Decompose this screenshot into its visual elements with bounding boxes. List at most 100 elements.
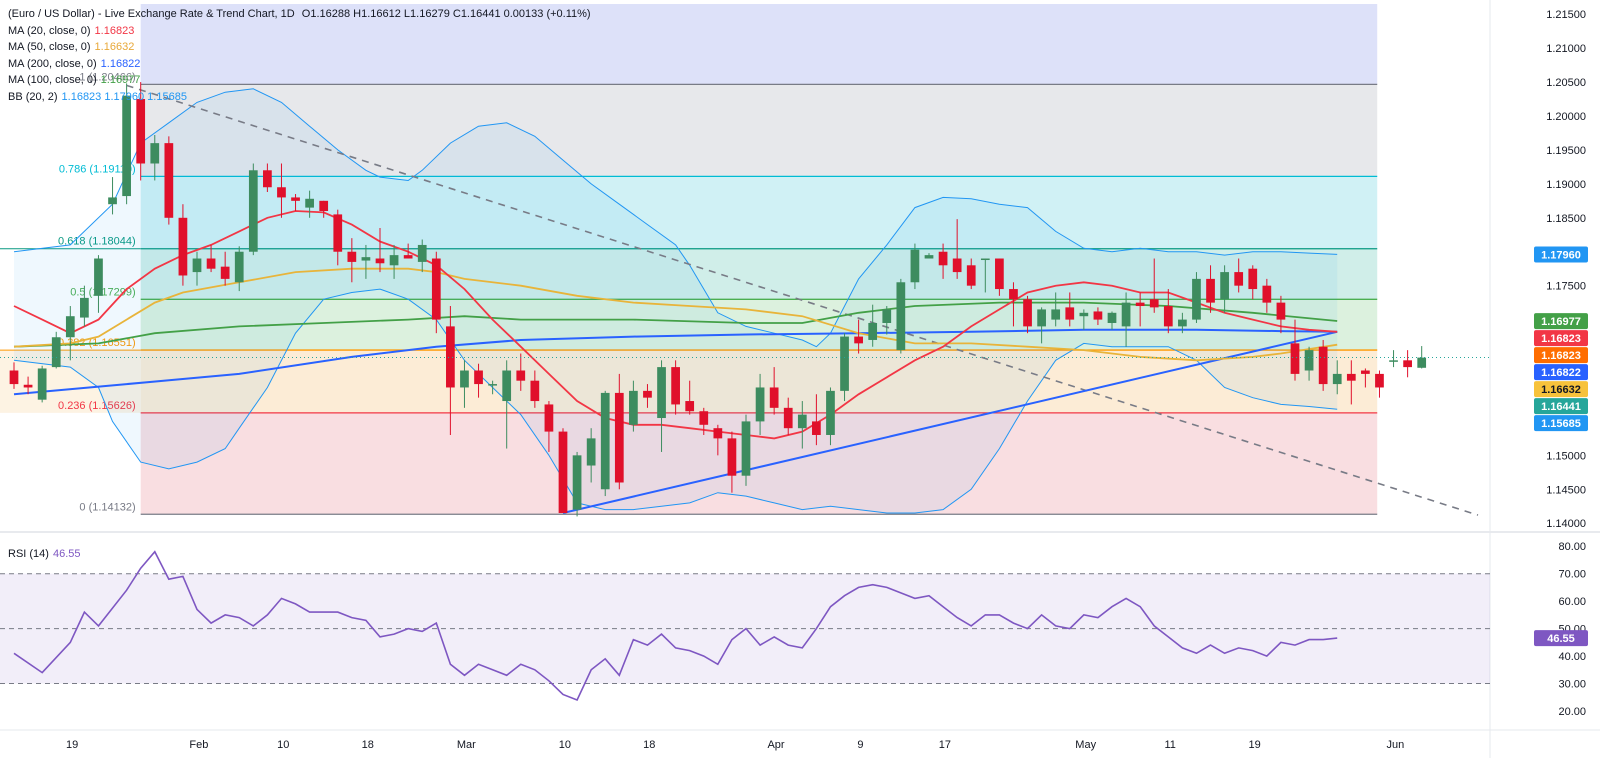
legend-ma100[interactable]: MA (100, close, 0) 1.16977 [8, 72, 591, 89]
candle [741, 414, 751, 486]
candle-body [980, 258, 990, 261]
candle-body [446, 326, 455, 388]
legend-value: 1.16977 [100, 74, 141, 86]
candle-body [952, 258, 962, 273]
candle [1051, 292, 1061, 327]
price-tick-label: 1.18500 [1546, 213, 1586, 225]
candle-body [1304, 350, 1314, 371]
rsi-badge [1534, 630, 1588, 647]
downtrend-line [126, 84, 1479, 516]
candle-body [94, 258, 103, 296]
candle [1290, 319, 1300, 381]
candle [685, 380, 695, 415]
candle-body [1192, 278, 1201, 320]
candle [1009, 282, 1018, 327]
time-tick-label: Feb [189, 739, 208, 751]
candle [1065, 292, 1075, 327]
time-tick-label: 19 [66, 739, 78, 751]
candle-body [150, 143, 160, 164]
candle-body [1332, 373, 1342, 385]
time-tick-label: 11 [1164, 739, 1175, 751]
fib-level-label: 0.236 (1.15626) [58, 400, 136, 412]
ohlc-readout: O1.16288 H1.16612 L1.16279 C1.16441 0.00… [301, 8, 591, 20]
candle-body [65, 316, 75, 338]
candle-body [1037, 309, 1046, 327]
candle [516, 353, 526, 391]
legend-bb[interactable]: BB (20, 2) 1.16823 1.17960 1.15685 [8, 89, 591, 106]
candle [1332, 360, 1342, 395]
candle [51, 331, 61, 369]
price-tick-label: 1.21000 [1546, 43, 1586, 55]
candle-body [826, 390, 835, 435]
candle-body [924, 255, 934, 259]
candle-body [1318, 346, 1328, 385]
candle-body [755, 387, 765, 422]
price-badge [1534, 364, 1588, 381]
candle-body [882, 309, 892, 323]
candle-body [80, 297, 89, 318]
candle [1178, 312, 1187, 334]
price-badge [1534, 246, 1588, 263]
candle [136, 82, 146, 181]
candle-body [1093, 311, 1103, 320]
legend-ma200[interactable]: MA (200, close, 0) 1.16822 [8, 56, 591, 73]
price-tick-label: 1.19000 [1546, 179, 1586, 191]
candle-body [797, 414, 807, 429]
ma100-line [13, 301, 1338, 348]
fib-zone [140, 176, 1378, 249]
fib-zone [140, 248, 1378, 300]
candle [868, 304, 878, 347]
bollinger-lower-line [13, 288, 1338, 514]
candle-body [375, 258, 385, 264]
fib-level-label: 0.786 (1.19110) [59, 163, 136, 175]
price-badge-label: 1.16822 [1541, 367, 1581, 379]
price-badge [1534, 381, 1588, 398]
candle [37, 365, 47, 403]
candle [122, 83, 131, 205]
candle-body [347, 251, 357, 262]
time-tick-label: Jun [1387, 739, 1405, 751]
candle-body [854, 336, 863, 344]
candle-body [9, 370, 19, 385]
rsi-tick-label: 40.00 [1558, 651, 1586, 663]
legend-label: MA (50, close, 0) [8, 41, 91, 53]
bollinger-upper-line [13, 88, 1338, 348]
price-badge-label: 1.16823 [1541, 333, 1581, 345]
legend-ma20[interactable]: MA (20, close, 0) 1.16823 [8, 23, 591, 40]
candle [474, 363, 483, 398]
candle-body [868, 322, 878, 340]
candle [1192, 272, 1201, 323]
legend-ma50[interactable]: MA (50, close, 0) 1.16632 [8, 39, 591, 56]
candle [671, 360, 680, 415]
candle-body [108, 197, 117, 205]
candle-body [600, 392, 610, 490]
price-badge-label: 1.16441 [1541, 401, 1581, 413]
price-badge [1534, 330, 1588, 347]
candle [769, 367, 779, 415]
bollinger-band-fill [14, 88, 1338, 514]
candle-body [530, 380, 540, 402]
fib-zone [140, 412, 1378, 515]
candle [94, 255, 103, 313]
candle [1037, 307, 1046, 344]
candle [446, 306, 455, 435]
candle [826, 387, 835, 446]
candle [206, 244, 216, 273]
candle [572, 451, 582, 517]
candle [417, 239, 427, 273]
candle-body [389, 255, 399, 266]
candle-body [727, 438, 737, 476]
candle-body [319, 200, 329, 212]
price-badge-label: 1.15685 [1541, 418, 1581, 430]
candle-body [812, 421, 821, 435]
candle [1234, 258, 1244, 293]
legend-title-row: (Euro / US Dollar) - Live Exchange Rate … [8, 6, 591, 23]
rsi-tick-label: 20.00 [1558, 706, 1586, 718]
candle-body [1149, 299, 1159, 308]
time-tick-label: Mar [457, 739, 476, 751]
candle-body [1417, 357, 1427, 368]
price-tick-label: 1.17500 [1546, 281, 1586, 293]
candle [1375, 370, 1384, 398]
candle-body [1375, 373, 1384, 388]
